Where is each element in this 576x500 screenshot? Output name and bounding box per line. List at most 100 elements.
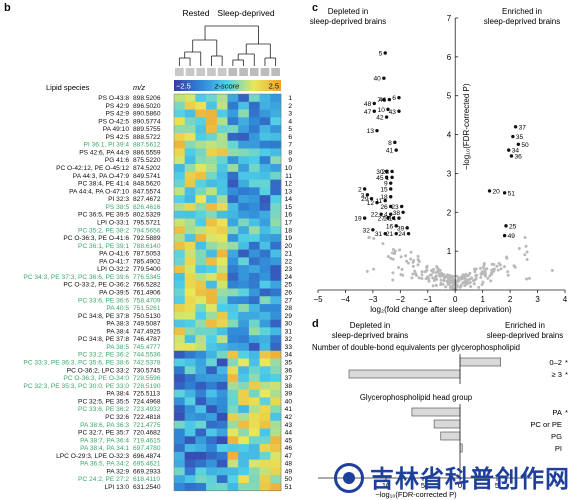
background-point [499,267,503,271]
heatmap-cell [195,389,207,398]
heatmap-cell [248,288,260,297]
row-number: 26 [285,290,293,297]
heatmap-cell [248,265,260,274]
heatmap-cell [206,226,218,235]
heatmap-cell [259,156,271,165]
row-number: 21 [285,251,293,258]
heatmap-cell [259,350,271,359]
heatmap-cell [174,156,185,165]
heatmap-cell [195,234,207,243]
significant-point [406,231,411,236]
heatmap-cell [248,226,260,235]
background-point [468,271,472,275]
heatmap-cell [216,358,228,367]
heatmap-cell [238,288,250,297]
heatmap-cell [206,179,218,188]
row-number: 20 [285,243,293,250]
heatmap-cell [174,444,185,453]
heatmap-cell [227,319,239,328]
volcano-y-axis-label: −log₁₀(FDR-corrected P) [462,83,471,170]
lipid-species-label: PC 34:3, PE 37:3, PC 36:6, PE 39:6 [23,274,129,281]
heatmap-cell [270,101,282,110]
heatmap-cell [248,428,260,437]
volcano-y-tick-label: 7 [447,14,452,23]
heatmap-cell [227,187,239,196]
lipid-species-label: PA 38:3 [106,321,129,328]
heatmap-cell [227,132,239,141]
heatmap-cell [195,117,207,126]
background-point [463,284,467,288]
heatmap-cell [184,319,196,328]
heatmap-cell [184,335,196,344]
point-label: 41 [386,148,394,155]
row-number: 40 [285,398,293,405]
heatmap-cell [270,327,282,336]
significant-point [389,212,393,216]
background-point [523,253,527,257]
heatmap-cell [195,109,207,118]
mz-value: 827.4672 [133,196,161,203]
point-label: 50 [521,142,529,149]
mz-value: 886.5559 [133,149,161,156]
heatmap-cell [259,374,271,383]
volcano-x-axis-label: log₂(fold change after sleep deprivation… [370,305,512,314]
heatmap-cell [238,327,250,336]
significant-point [397,216,401,220]
heatmap-cell [174,164,185,173]
bar [440,431,461,441]
background-point [480,270,484,274]
heatmap-cell [248,202,260,211]
heatmap-cell [238,350,250,359]
heatmap-cell [259,272,271,282]
significant-point [507,148,511,152]
heatmap-cell [174,436,185,445]
lipid-species-label: PS O-43:8 [98,95,129,102]
mz-value: 695.4621 [133,461,161,468]
heatmap-cell [270,366,282,375]
heatmap-cell [184,311,196,320]
heatmap-cell [248,405,260,414]
heatmap-cell [174,358,185,367]
significant-point [394,148,398,152]
lipid-species-label: PC O-36:3, PE O-41:6 [63,235,129,242]
point-label: 38 [393,210,401,217]
heatmap-cell [195,101,207,110]
bar [348,369,461,379]
mz-value: 890.5860 [133,111,161,118]
point-label: 16 [386,223,394,230]
heatmap-cell [174,132,185,141]
background-point [517,247,521,251]
point-label: 23 [391,204,399,211]
heatmap-cell [216,350,228,359]
significant-point [511,134,515,139]
heatmap-cell [238,459,250,468]
heatmap-cell [174,272,185,282]
row-number: 29 [285,313,293,320]
bar-category-label: PC or PE [530,420,562,429]
heatmap-cell [259,187,271,196]
lipid-species-label: PS 42:5 [106,134,130,141]
heatmap-cell [206,94,218,103]
heatmap-cell [259,117,271,126]
heatmap-cell [227,202,239,211]
heatmap-cell [195,327,207,336]
lipid-species-label: PA 38:7, PA 36:4 [80,437,129,444]
heatmap-cell [238,451,250,460]
heatmap-cell [206,265,218,274]
background-point [417,276,421,280]
mz-value: 847.5574 [133,188,161,195]
background-point [481,266,485,270]
heatmap-cell [259,179,271,188]
heatmap-cell [174,405,185,414]
heatmap-cell [174,311,185,320]
heatmap-cell [259,436,271,445]
group-color-strip [175,68,280,76]
background-point [490,262,494,266]
heatmap-cell [270,420,282,429]
heatmap-cell [216,389,228,398]
heatmap-cell [216,444,228,453]
heatmap-cell [238,101,250,110]
point-label: 20 [493,188,501,195]
heatmap-cell [259,483,271,492]
